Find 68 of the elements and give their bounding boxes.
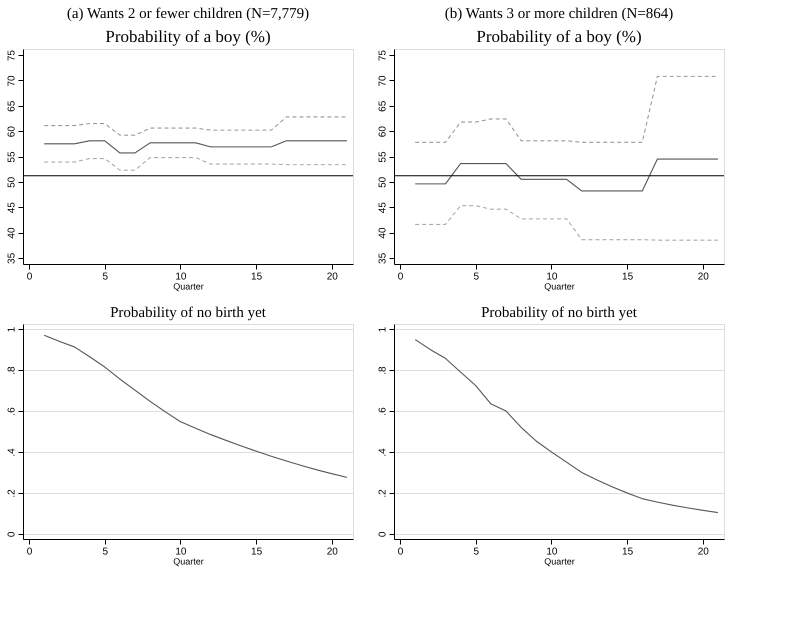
y-tick-label: 40 <box>6 227 18 239</box>
x-tick-label: 20 <box>326 546 338 558</box>
y-tick-label: 60 <box>6 126 18 138</box>
y-tick-label: 70 <box>378 74 388 86</box>
y-tick-label: 55 <box>378 151 388 163</box>
x-tick-label: 10 <box>546 272 558 282</box>
y-tick-label: .4 <box>6 448 18 457</box>
x-tick-label: 15 <box>251 272 263 282</box>
x-tick-label: 5 <box>473 546 480 558</box>
y-tick-label: 75 <box>378 50 388 62</box>
line-series <box>44 116 348 136</box>
x-axis-title: Quarter <box>544 282 575 292</box>
y-tick-label: 45 <box>6 202 18 214</box>
x-tick-label: 20 <box>326 272 338 282</box>
x-tick-label: 10 <box>546 546 558 558</box>
x-tick-label: 0 <box>26 546 33 558</box>
y-tick-label: .6 <box>378 406 388 416</box>
chart-title: Probability of no birth yet <box>110 305 267 321</box>
y-tick-label: 50 <box>378 176 388 188</box>
x-tick-label: 0 <box>398 546 404 558</box>
x-tick-label: 0 <box>26 272 33 282</box>
x-tick-label: 20 <box>698 546 710 558</box>
line-series <box>44 140 348 154</box>
y-tick-label: .6 <box>6 406 18 416</box>
x-tick-label: 10 <box>175 546 187 558</box>
y-tick-label: 65 <box>378 100 388 112</box>
x-tick-label: 0 <box>398 272 404 282</box>
y-tick-label: 40 <box>378 227 388 239</box>
y-tick-label: 60 <box>378 126 388 138</box>
line-series <box>414 339 718 514</box>
y-tick-label: .2 <box>6 488 18 498</box>
x-tick-label: 10 <box>175 272 187 282</box>
y-tick-label: 55 <box>6 151 18 163</box>
chart-title: Probability of no birth yet <box>481 305 638 321</box>
y-tick-label: 50 <box>6 176 18 188</box>
y-tick-label: 65 <box>6 100 18 112</box>
y-tick-label: 0 <box>378 531 388 538</box>
y-tick-label: 1 <box>6 326 18 332</box>
x-tick-label: 15 <box>251 546 263 558</box>
line-series <box>44 156 348 171</box>
chart-title: (b) Wants 3 or more children (N=864) <box>444 6 674 22</box>
x-tick-label: 15 <box>622 546 634 558</box>
x-tick-label: 5 <box>473 272 480 282</box>
y-tick-label: .2 <box>378 488 388 498</box>
y-tick-label: .8 <box>378 366 388 375</box>
y-tick-label: 35 <box>378 252 388 264</box>
y-tick-label: .4 <box>378 448 388 457</box>
x-tick-label: 20 <box>698 272 710 282</box>
x-axis-title: Quarter <box>544 556 575 566</box>
y-tick-label: 35 <box>6 252 18 264</box>
x-tick-label: 5 <box>102 546 108 558</box>
x-tick-label: 15 <box>622 272 634 282</box>
chart-title: (a) Wants 2 or fewer children (N=7,779) <box>66 6 310 22</box>
y-tick-label: 45 <box>378 202 388 214</box>
line-series <box>414 205 718 241</box>
line-series <box>414 76 718 143</box>
chart-subtitle: Probability of a boy (%) <box>105 27 271 46</box>
line-series <box>44 334 348 478</box>
x-axis-title: Quarter <box>173 556 204 566</box>
y-tick-label: 0 <box>6 531 18 538</box>
y-tick-label: 75 <box>6 50 18 62</box>
x-tick-label: 5 <box>102 272 108 282</box>
y-tick-label: 70 <box>6 74 18 86</box>
line-series <box>414 158 718 192</box>
y-tick-label: 1 <box>378 326 388 332</box>
y-tick-label: .8 <box>6 366 18 375</box>
x-axis-title: Quarter <box>173 282 204 292</box>
chart-subtitle: Probability of a boy (%) <box>476 27 642 46</box>
